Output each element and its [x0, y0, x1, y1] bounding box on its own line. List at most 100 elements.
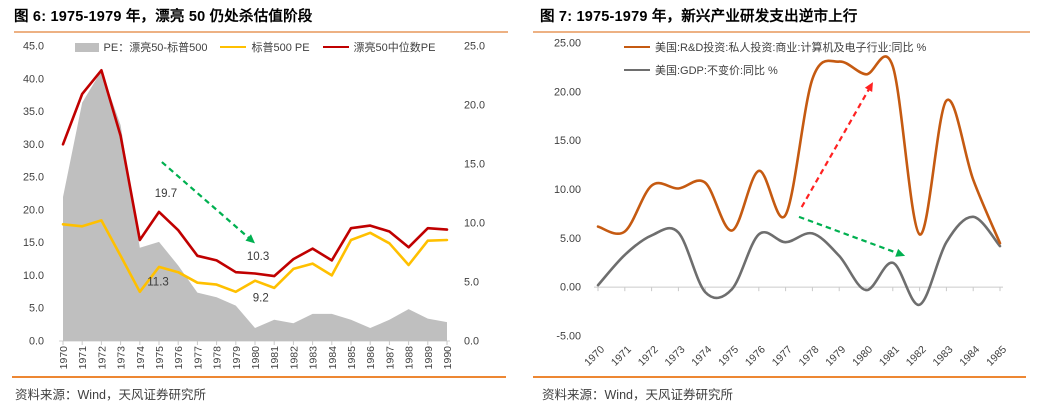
x-axis-tick-label: 1982: [288, 346, 300, 370]
legend-line-swatch: [220, 45, 247, 49]
left-axis-tick-label: 30.0: [23, 139, 44, 151]
left-axis-tick-label: 45.0: [23, 41, 44, 53]
data-label: 11.3: [147, 276, 169, 288]
legend-item: 漂亮50中位数PE: [322, 39, 436, 55]
right-axis-tick-label: 0.0: [464, 336, 479, 348]
left-axis-tick-label: 25.00: [554, 38, 581, 50]
left-axis-tick-label: 15.0: [23, 237, 44, 249]
x-axis-tick-label: 1987: [384, 346, 396, 370]
right-axis-tick-label: 15.0: [464, 159, 485, 171]
left-axis-tick-label: 0.00: [560, 282, 581, 294]
x-axis-tick-label: 1978: [212, 346, 224, 370]
left-axis-tick-label: 10.00: [554, 184, 581, 196]
left-axis-tick-label: 20.0: [23, 204, 44, 216]
x-axis-tick-label: 1973: [116, 346, 128, 370]
legend-label: PE：漂亮50-标普500: [103, 42, 208, 54]
x-axis-tick-label: 1977: [770, 344, 795, 369]
x-axis-tick-label: 1980: [850, 344, 875, 369]
x-axis-tick-label: 1975: [716, 344, 741, 369]
legend-item: 美国:GDP:不变价:同比 %: [624, 62, 778, 78]
data-label: 9.2: [253, 293, 269, 305]
figure6-title: 图 6: 1975-1979 年，漂亮 50 仍处杀估值阶段: [14, 9, 313, 25]
x-axis-tick-label: 1982: [904, 344, 929, 369]
x-axis-tick-label: 1983: [308, 346, 320, 370]
left-axis-tick-label: 5.00: [560, 233, 581, 245]
figure7-source: 资料来源：Wind，天风证券研究所: [542, 388, 733, 402]
left-axis-tick-label: 40.0: [23, 73, 44, 85]
series-line-0: [596, 55, 1002, 245]
x-axis-tick-label: 1990: [442, 346, 454, 370]
legend-line-swatch: [624, 68, 650, 72]
series-area-0: [63, 70, 447, 342]
x-axis-tick-label: 1989: [423, 346, 435, 370]
x-axis-tick-label: 1976: [173, 346, 185, 370]
trend-arrow-head: [864, 82, 873, 92]
x-axis-tick-label: 1972: [96, 346, 108, 370]
legend-item: 标普500 PE: [220, 39, 310, 55]
left-axis-tick-label: 15.00: [554, 135, 581, 147]
legend-label: 标普500 PE: [251, 42, 310, 54]
x-axis-tick-label: 1984: [327, 346, 339, 370]
x-axis-tick-label: 1976: [743, 344, 768, 369]
x-axis-tick-label: 1970: [582, 344, 607, 369]
data-label: 10.3: [247, 251, 269, 263]
x-axis-tick-label: 1970: [58, 346, 70, 370]
series-line-2: [61, 69, 449, 278]
x-axis-tick-label: 1980: [250, 346, 262, 370]
figure7-top-rule: [533, 31, 1030, 33]
x-axis-tick-label: 1978: [797, 344, 822, 369]
x-axis-tick-label: 1975: [154, 346, 166, 370]
figure6-bottom-rule: [12, 376, 506, 378]
legend-item: PE：漂亮50-标普500: [74, 39, 208, 55]
legend-label: 漂亮50中位数PE: [353, 42, 436, 54]
figure7-legend: 美国:R&D投资:私人投资:商业:计算机及电子行业:同比 % 美国:GDP:不变价…: [624, 39, 926, 78]
x-axis-tick-label: 1984: [957, 344, 982, 369]
x-axis-tick-label: 1985: [346, 346, 358, 370]
figure7-bottom-rule: [533, 376, 1026, 378]
figure7-title: 图 7: 1975-1979 年，新兴产业研发支出逆市上行: [540, 9, 858, 25]
left-axis-tick-label: 5.0: [29, 303, 44, 315]
legend-area-swatch: [74, 42, 99, 52]
legend-label: 美国:R&D投资:私人投资:商业:计算机及电子行业:同比 %: [655, 42, 927, 54]
legend-line-swatch: [322, 45, 349, 49]
legend-label: 美国:GDP:不变价:同比 %: [655, 65, 778, 77]
x-axis-tick-label: 1981: [269, 346, 281, 370]
data-label: 19.7: [155, 188, 177, 200]
right-axis-tick-label: 20.0: [464, 100, 485, 112]
left-axis-tick-label: 25.0: [23, 172, 44, 184]
x-axis-tick-label: 1986: [365, 346, 377, 370]
trend-arrow-line: [798, 215, 899, 255]
x-axis-tick-label: 1979: [823, 344, 848, 369]
figure6-top-rule: [14, 31, 508, 33]
trend-arrow-line: [161, 161, 251, 240]
figure6-chart: 0.0 5.0 10.0 15.0 20.0 25.0 30.0 35.0 40.0 45.0 0.…: [23, 41, 485, 370]
x-axis-tick-label: 1972: [636, 344, 661, 369]
left-axis-tick-label: 10.0: [23, 270, 44, 282]
x-axis-tick-label: 1971: [77, 346, 89, 370]
x-axis-tick-label: 1981: [877, 344, 902, 369]
right-axis-tick-label: 5.0: [464, 277, 479, 289]
trend-arrow-head: [895, 248, 906, 257]
figure6-legend: PE：漂亮50-标普500 标普500 PE 漂亮50中位数PE: [63, 39, 447, 55]
left-axis-tick-label: -5.00: [556, 331, 581, 343]
legend-item: 美国:R&D投资:私人投资:商业:计算机及电子行业:同比 %: [624, 39, 926, 55]
x-axis-tick-label: 1971: [609, 344, 634, 369]
left-axis-tick-label: 0.0: [29, 336, 44, 348]
series-line-1: [61, 219, 449, 294]
right-axis-tick-label: 10.0: [464, 218, 485, 230]
figure6-panel: 图 6: 1975-1979 年，漂亮 50 仍处杀估值阶段 0.0 5.0 10.…: [12, 9, 508, 402]
x-axis-tick-label: 1983: [931, 344, 956, 369]
x-axis-tick-label: 1979: [231, 346, 243, 370]
x-axis-tick-label: 1985: [984, 344, 1009, 369]
figure7-panel: 图 7: 1975-1979 年，新兴产业研发支出逆市上行 -5.00 0.00 5…: [527, 0, 1037, 412]
x-axis-tick-label: 1977: [192, 346, 204, 370]
left-axis-tick-label: 35.0: [23, 106, 44, 118]
left-axis-tick-label: 20.00: [554, 86, 581, 98]
figure6-source: 资料来源：Wind，天风证券研究所: [15, 388, 206, 402]
series-line-1: [596, 215, 1002, 306]
trend-arrow-head: [245, 234, 255, 244]
trend-arrow-line: [800, 87, 871, 208]
right-axis-tick-label: 25.0: [464, 41, 485, 53]
